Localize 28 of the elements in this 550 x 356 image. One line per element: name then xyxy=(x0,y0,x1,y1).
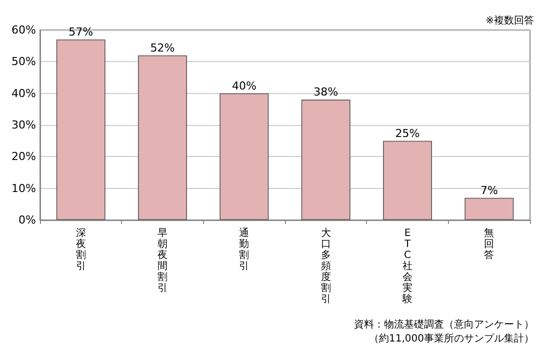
bar xyxy=(464,198,514,220)
x-tick-label: 深夜割引 xyxy=(76,227,86,272)
y-tick-label: 60% xyxy=(12,24,36,36)
data-label: 7% xyxy=(480,184,498,197)
data-label: 38% xyxy=(314,86,338,99)
bar xyxy=(138,55,187,220)
y-tick-label: 40% xyxy=(12,86,36,100)
text: 資料：物流基礎調査（意向アンケート） xyxy=(354,318,534,330)
data-label: 57% xyxy=(68,26,94,38)
y-tick-label: 50% xyxy=(12,55,36,68)
x-tick-label: 無回答 xyxy=(484,227,494,261)
text: ※複数回答 xyxy=(486,14,534,26)
bar xyxy=(301,100,350,220)
x-tick-label: 早朝夜間割引 xyxy=(158,228,168,294)
y-tick-label: 20% xyxy=(12,150,36,164)
x-tick-label: 通勤割引 xyxy=(239,227,250,272)
y-tick-label: 30% xyxy=(12,118,36,132)
y-tick-label: 0% xyxy=(18,214,36,226)
data-label: 52% xyxy=(150,41,175,54)
data-label: 25% xyxy=(395,126,420,140)
bar xyxy=(56,40,106,220)
x-tick-label: 大口多頻度割引 xyxy=(320,227,331,305)
text: （約11,000事業所のサンプル集計） xyxy=(369,332,534,344)
y-tick-label: 10% xyxy=(12,182,36,195)
bar xyxy=(220,93,269,220)
bar xyxy=(383,140,432,220)
x-tick-label: ETC社会実験 xyxy=(402,228,412,305)
data-label: 40% xyxy=(232,79,256,92)
